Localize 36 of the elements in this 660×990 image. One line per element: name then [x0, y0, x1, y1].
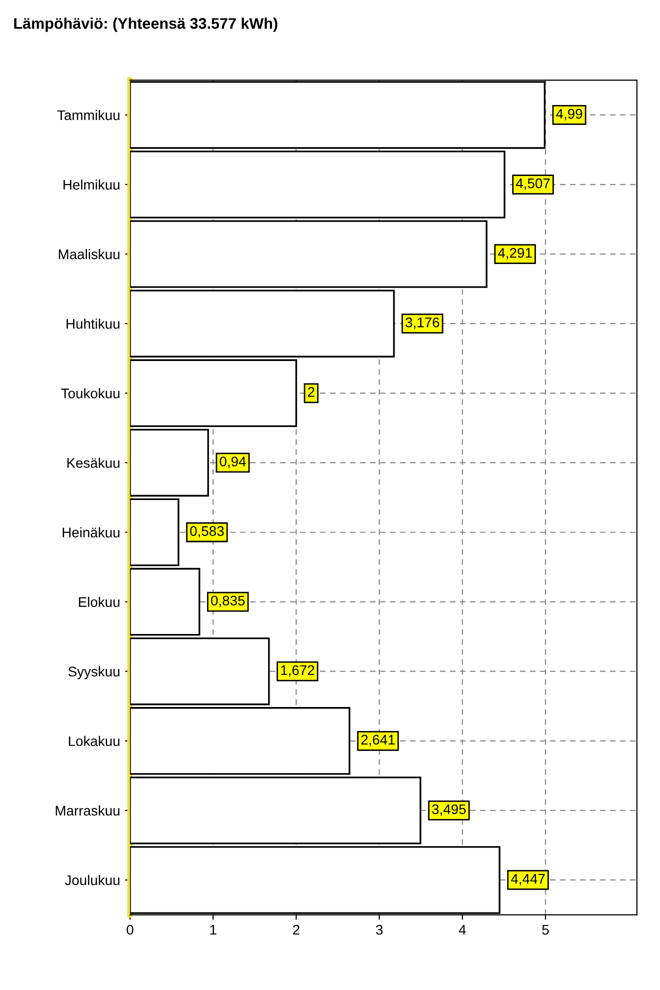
y-tick-label: Toukokuu — [61, 388, 120, 398]
bar — [130, 359, 298, 428]
y-tick-label: Tammikuu — [57, 110, 120, 120]
x-tick-label: 5 — [542, 924, 549, 935]
data-label: 4,99 — [556, 108, 582, 120]
data-label: 3,176 — [406, 318, 440, 329]
y-tick-label: Lokakuu — [68, 736, 120, 746]
data-label: 4,507 — [516, 178, 550, 190]
data-label: 2,641 — [361, 734, 395, 746]
data-label: 0,94 — [220, 456, 246, 468]
y-tick-label: Heinäkuu — [62, 527, 120, 538]
data-label: 4,447 — [510, 874, 545, 886]
data-label: 0,583 — [190, 526, 224, 538]
y-tick-label: Huhtikuu — [66, 318, 120, 329]
bar — [130, 637, 270, 706]
x-tick-label: 0 — [126, 924, 134, 935]
data-label: 0,835 — [211, 596, 245, 608]
x-tick-label: 3 — [376, 924, 383, 935]
y-tick-label: Maaliskuu — [58, 249, 120, 260]
x-tick-label: 1 — [210, 924, 216, 935]
data-label: 2 — [308, 387, 314, 397]
y-tick-label: Helmikuu — [64, 179, 120, 190]
data-label: 3,495 — [432, 804, 466, 816]
y-tick-label: Joulukuu — [64, 874, 120, 886]
y-tick-label: Elokuu — [78, 596, 120, 607]
bar — [130, 428, 209, 497]
bar — [130, 568, 200, 636]
data-label: 4,291 — [498, 248, 532, 260]
chart-title: Lämpöhäviö: (Yhteensä 33.577 kWh) — [14, 18, 278, 32]
data-label: 1,672 — [281, 665, 314, 677]
y-tick-label: Marraskuu — [56, 805, 120, 816]
x-tick-label: 4 — [458, 924, 466, 935]
bar — [130, 498, 180, 566]
y-tick-label: Kesäkuu — [67, 458, 120, 468]
x-tick-label: 2 — [293, 924, 300, 935]
y-tick-label: Syyskuu — [68, 666, 120, 680]
